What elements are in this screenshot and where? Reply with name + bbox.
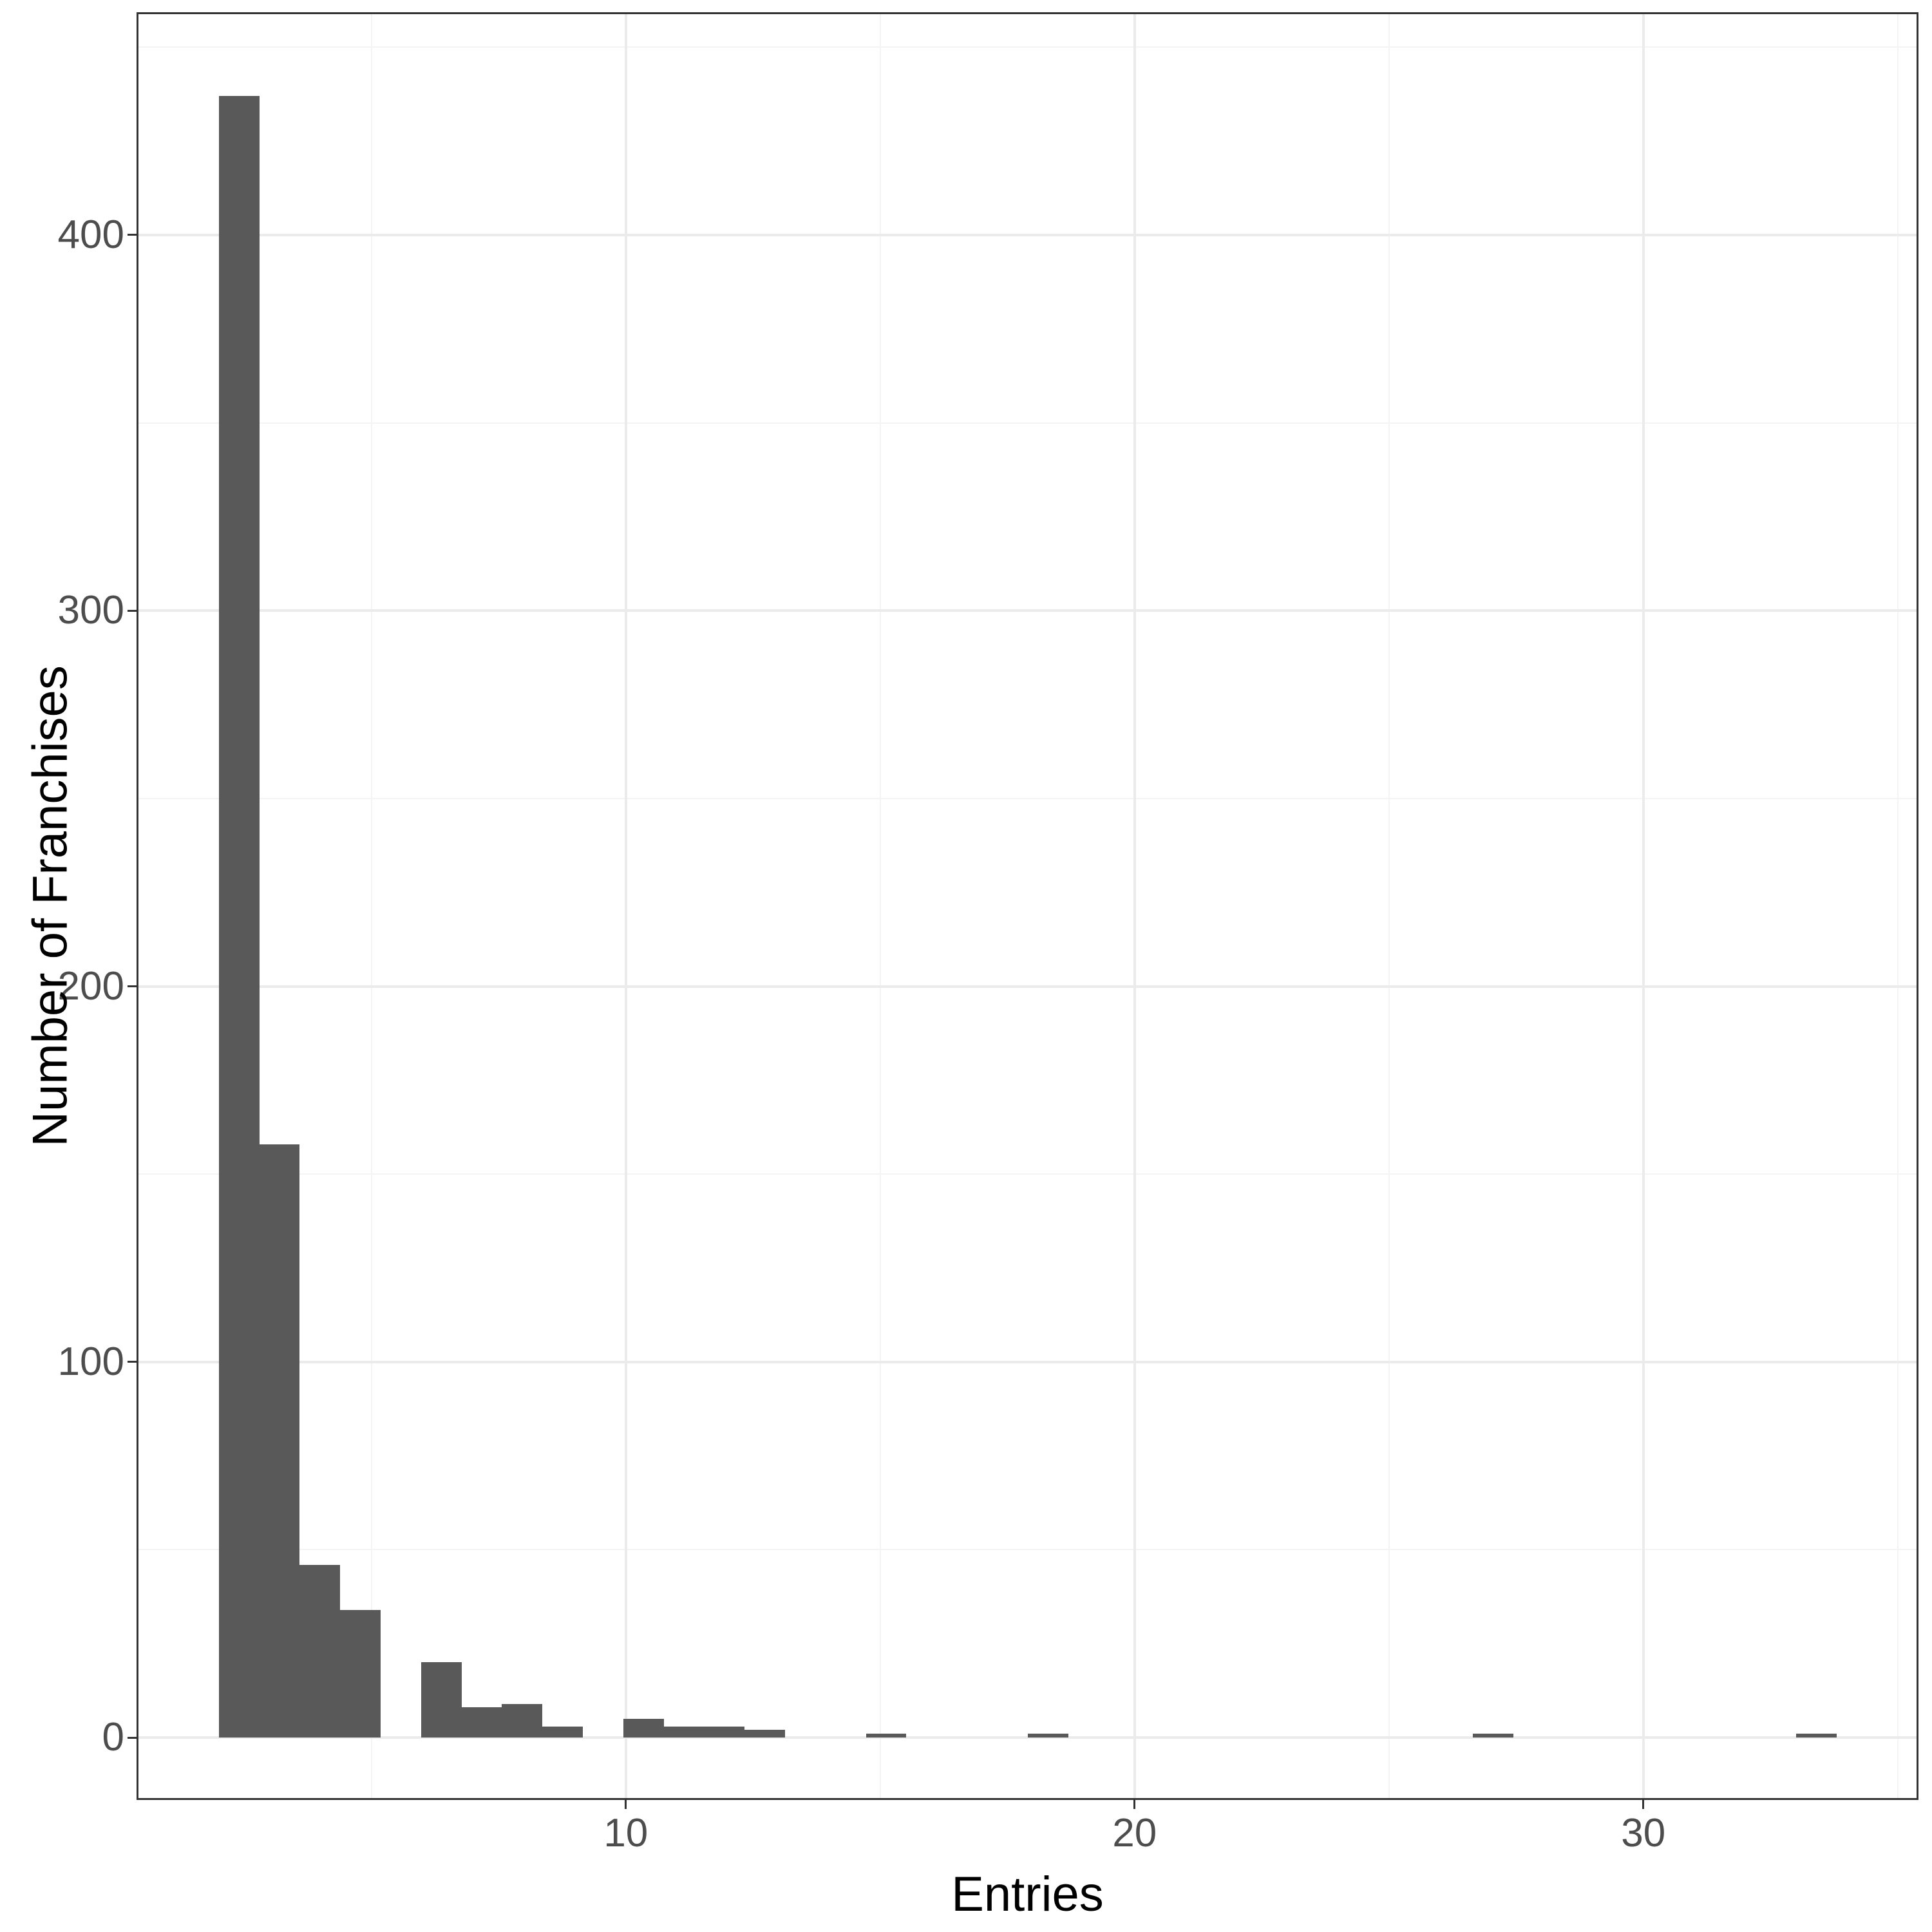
x-axis-tick-mark — [1133, 1800, 1136, 1809]
grid-major-vertical — [1133, 14, 1136, 1798]
grid-minor-horizontal — [138, 797, 1917, 799]
x-axis-tick-label: 20 — [1112, 1811, 1157, 1855]
histogram-bar — [866, 1734, 907, 1738]
histogram-bar — [704, 1726, 745, 1738]
grid-major-vertical — [1642, 14, 1645, 1798]
y-axis-tick-label: 200 — [57, 963, 124, 1009]
x-axis-tick-label: 10 — [603, 1811, 649, 1855]
histogram-bar — [1796, 1734, 1837, 1738]
histogram-bar — [421, 1662, 462, 1738]
histogram-bar — [663, 1726, 705, 1738]
y-axis-tick-label: 300 — [57, 588, 124, 633]
grid-minor-vertical — [879, 14, 881, 1798]
y-axis-tick-label: 100 — [57, 1339, 124, 1384]
grid-minor-vertical — [1897, 14, 1899, 1798]
grid-minor-horizontal — [138, 422, 1917, 424]
histogram-bar — [299, 1564, 341, 1738]
grid-major-horizontal — [138, 985, 1917, 988]
grid-minor-vertical — [370, 14, 372, 1798]
y-axis-tick-mark — [128, 1361, 137, 1363]
histogram-bar — [542, 1726, 583, 1738]
grid-major-vertical — [624, 14, 627, 1798]
x-axis-tick-mark — [1642, 1800, 1645, 1809]
histogram-bar — [1027, 1734, 1068, 1738]
grid-minor-horizontal — [138, 46, 1917, 48]
plot-panel — [138, 14, 1917, 1798]
histogram-bar — [461, 1707, 502, 1738]
grid-major-horizontal — [138, 233, 1917, 236]
grid-minor-horizontal — [138, 1173, 1917, 1175]
histogram-bar — [340, 1609, 381, 1738]
grid-major-horizontal — [138, 1736, 1917, 1739]
y-axis-tick-mark — [128, 1736, 137, 1739]
histogram-bar — [1472, 1734, 1513, 1738]
histogram-bar — [259, 1144, 300, 1738]
grid-minor-horizontal — [138, 1549, 1917, 1551]
histogram-bar — [502, 1703, 543, 1738]
grid-major-horizontal — [138, 609, 1917, 612]
y-axis-tick-label: 0 — [102, 1715, 124, 1760]
y-axis-tick-label: 400 — [57, 212, 124, 257]
histogram-bar — [744, 1730, 786, 1738]
grid-minor-vertical — [1388, 14, 1390, 1798]
histogram-bar — [218, 96, 260, 1738]
y-axis-title: Number of Franchises — [23, 665, 78, 1147]
histogram-bar — [623, 1718, 664, 1738]
x-axis-tick-label: 30 — [1621, 1811, 1666, 1855]
grid-major-horizontal — [138, 1360, 1917, 1363]
y-axis-tick-mark — [128, 985, 137, 988]
x-axis-title: Entries — [951, 1867, 1104, 1922]
y-axis-tick-mark — [128, 234, 137, 236]
y-axis-tick-mark — [128, 609, 137, 612]
x-axis-tick-mark — [625, 1800, 627, 1809]
